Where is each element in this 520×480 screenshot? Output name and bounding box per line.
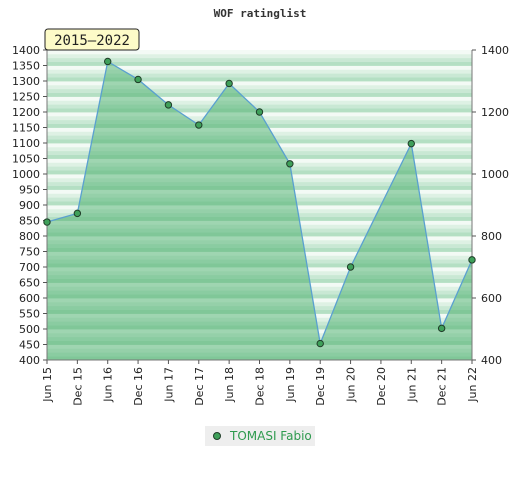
background-band [47, 100, 472, 105]
x-tick-label: Dec 15 [71, 367, 84, 406]
data-point [104, 57, 112, 66]
data-point [316, 339, 324, 348]
y-tick-label-left: 550 [19, 308, 40, 321]
background-band [47, 88, 472, 94]
data-point [407, 139, 415, 148]
y-tick-label-right: 1000 [481, 168, 509, 181]
x-tick-label: Dec 20 [375, 367, 388, 406]
series-line [46, 60, 473, 346]
background-band [47, 50, 472, 55]
y-tick-label-left: 800 [19, 230, 40, 243]
background-band [47, 61, 472, 66]
y-tick-label-left: 500 [19, 323, 40, 336]
y-tick-label-left: 1050 [12, 153, 40, 166]
background-band [47, 73, 472, 78]
background-band [47, 104, 472, 109]
background-band [47, 84, 472, 90]
background-band [47, 65, 472, 70]
data-point [43, 218, 51, 226]
x-tick-label: Jun 17 [162, 367, 175, 403]
data-point [286, 160, 294, 168]
data-point [225, 79, 233, 88]
x-tick-label: Dec 21 [436, 367, 449, 406]
y-tick-label-right: 800 [481, 230, 502, 243]
x-tick-label: Jun 15 [41, 367, 54, 403]
series-area [47, 61, 472, 360]
y-tick-label-right: 1400 [481, 44, 509, 57]
y-tick-label-left: 1350 [12, 60, 40, 73]
x-tick-label: Dec 17 [193, 367, 206, 406]
background-band [47, 53, 472, 59]
background-band [47, 77, 472, 82]
y-tick-label-left: 650 [19, 277, 40, 290]
y-tick-label-right: 1200 [481, 106, 509, 119]
x-tick-label: Dec 16 [132, 367, 145, 406]
x-tick-label: Jun 22 [466, 367, 479, 403]
y-tick-label-left: 1000 [12, 168, 40, 181]
period-badge-box [44, 28, 140, 51]
period-badge-label: 2015–2022 [54, 33, 130, 49]
x-tick-label: Jun 18 [223, 367, 236, 403]
data-point [134, 75, 142, 84]
y-tick-label-left: 1200 [12, 106, 40, 119]
data-point [255, 108, 264, 116]
data-point [73, 209, 82, 218]
background-band [47, 57, 472, 63]
y-tick-label-left: 450 [19, 339, 40, 352]
y-tick-label-left: 600 [19, 292, 40, 305]
legend-marker-icon [213, 432, 221, 440]
y-tick-label-left: 400 [19, 354, 40, 367]
series-points [43, 57, 476, 348]
y-tick-label-left: 750 [19, 246, 40, 259]
x-tick-label: Jun 20 [345, 367, 358, 403]
y-tick-label-left: 1150 [12, 122, 40, 135]
y-tick-label-right: 400 [481, 354, 502, 367]
y-tick-label-left: 700 [19, 261, 40, 274]
data-point [195, 121, 203, 129]
y-tick-label-left: 850 [19, 215, 40, 228]
legend-label: TOMASI Fabio [230, 429, 312, 443]
series-area-layer [46, 60, 473, 360]
background-band [47, 96, 472, 101]
y-tick-label-right: 600 [481, 292, 502, 305]
legend[interactable]: TOMASI Fabio [205, 426, 315, 446]
chart-title: WOF ratinglist [214, 7, 307, 20]
x-tick-label: Dec 18 [254, 367, 267, 406]
x-tick-label: Jun 19 [284, 367, 297, 403]
y-tick-label-left: 1400 [12, 44, 40, 57]
y-tick-label-left: 1300 [12, 75, 40, 88]
x-tick-label: Dec 19 [314, 367, 327, 406]
data-point [164, 101, 173, 109]
y-tick-label-left: 900 [19, 199, 40, 212]
background-band [47, 81, 472, 86]
data-point [437, 324, 446, 333]
y-tick-label-left: 1250 [12, 91, 40, 104]
background-band [47, 92, 472, 97]
data-point [346, 263, 355, 271]
background-band [47, 69, 472, 74]
y-tick-label-left: 1100 [12, 137, 40, 150]
x-tick-label: Jun 16 [102, 367, 115, 403]
data-point [468, 256, 476, 264]
period-badge: 2015–2022 [44, 28, 140, 51]
x-tick-label: Jun 21 [405, 367, 418, 403]
axes: 400 450 500 550 600 650 700 750 800 850 900 950 1000… [12, 44, 509, 406]
y-tick-label-left: 950 [19, 184, 40, 197]
